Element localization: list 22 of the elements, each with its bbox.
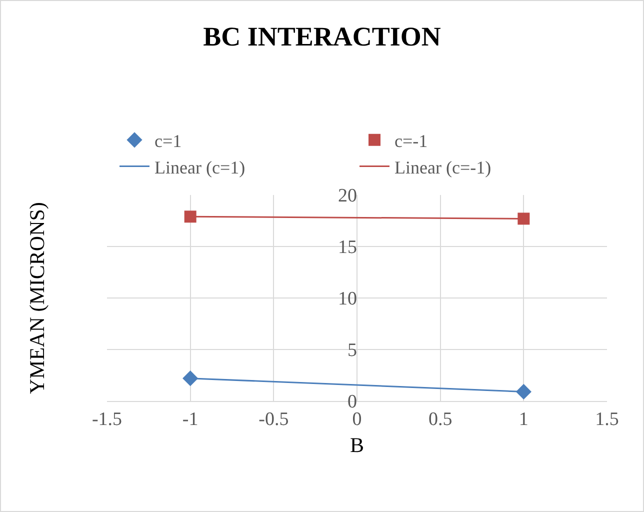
point [184, 210, 196, 223]
y-tick-label: 10 [338, 288, 357, 310]
x-tick-label: 1 [518, 408, 528, 430]
x-tick-label: 1.5 [595, 408, 619, 430]
y-tick-label: 5 [348, 340, 357, 362]
x-tick-label: -1.5 [92, 408, 122, 430]
legend-label: Linear (c=1) [154, 157, 246, 178]
point [516, 384, 532, 400]
y-tick-label: 15 [338, 237, 357, 258]
y-axis-title: YMEAN (MICRONS) [25, 202, 49, 394]
point [518, 212, 530, 225]
x-tick-label: 0.5 [428, 408, 452, 430]
legend-label: c=-1 [394, 130, 428, 151]
x-tick-label: -0.5 [258, 408, 289, 430]
y-tick-label: 20 [338, 186, 357, 207]
y-tick-label: 0 [348, 392, 357, 413]
point [182, 370, 198, 386]
x-tick-label: -1 [182, 408, 198, 430]
chart-title: BC INTERACTION [203, 21, 442, 52]
x-axis-title: B [350, 433, 364, 457]
legend-label: c=1 [154, 130, 182, 151]
legend-label: Linear (c=-1) [394, 157, 492, 178]
